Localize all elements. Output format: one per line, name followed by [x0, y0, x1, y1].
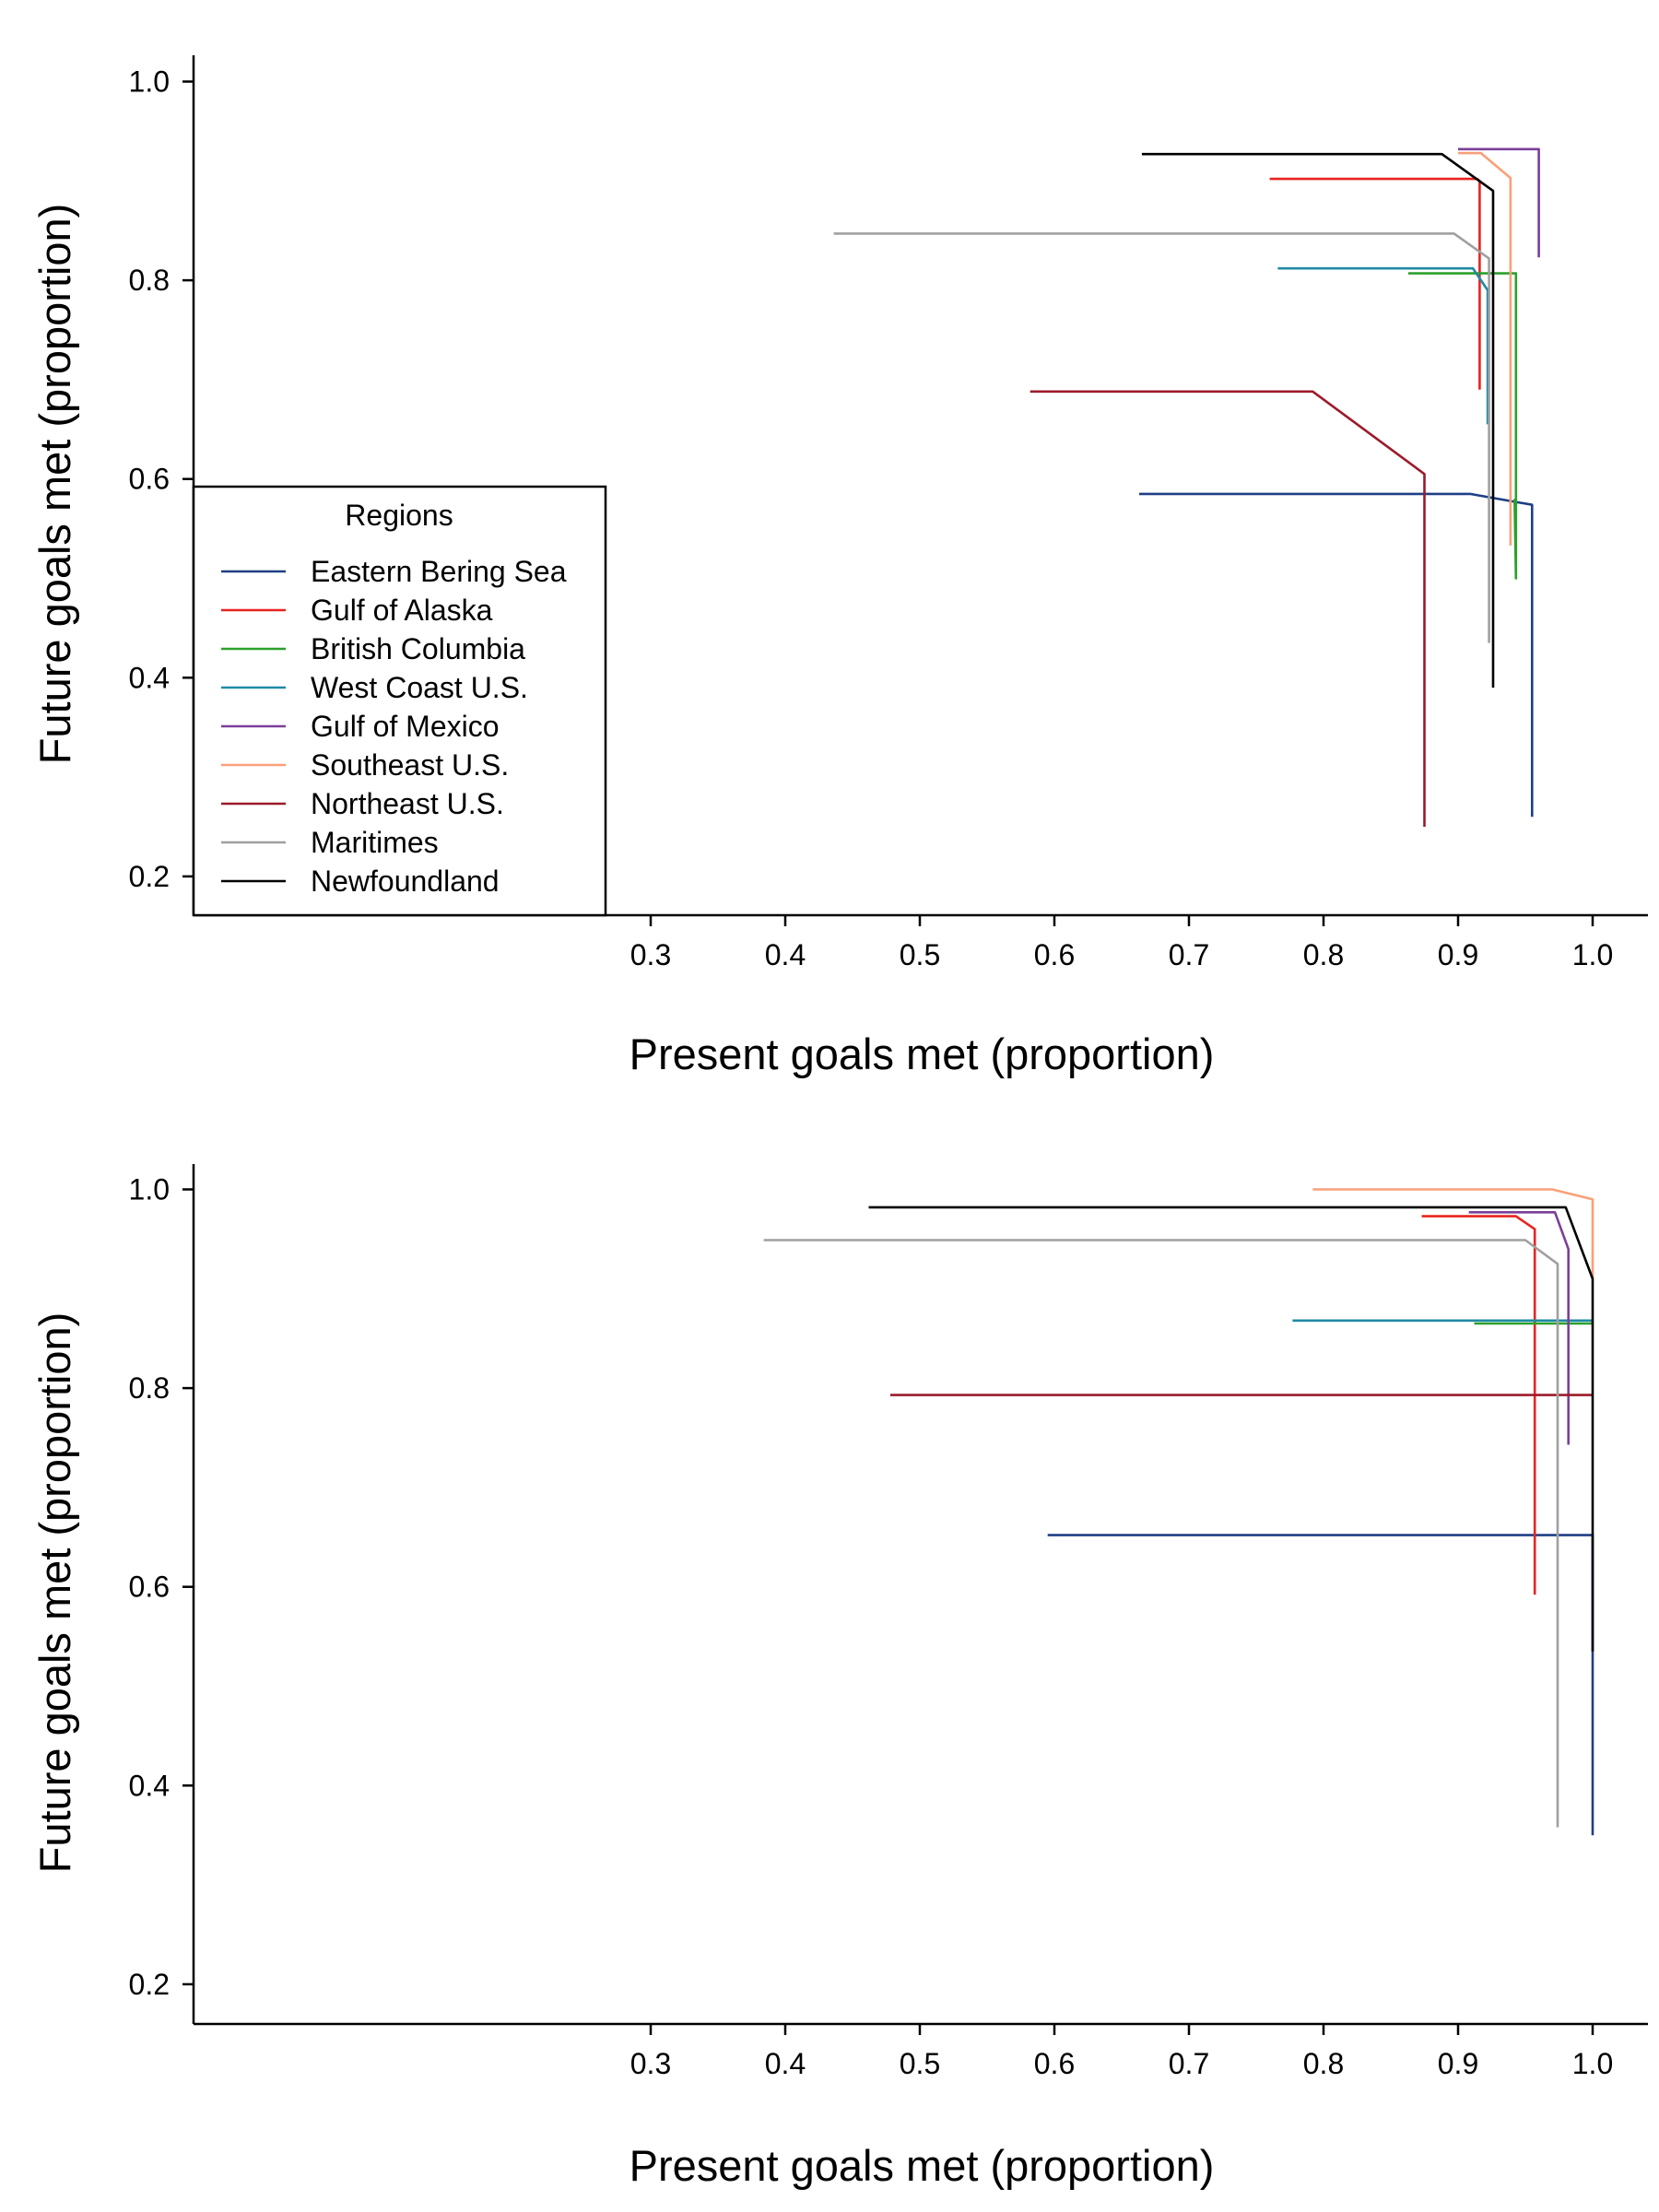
- top-chart-y-axis-title: Future goals met (proportion): [30, 204, 79, 765]
- legend-label-newfoundland: Newfoundland: [311, 865, 500, 898]
- top-chart-y-tick-label: 0.2: [129, 860, 170, 893]
- bottom-chart-series-gulf-of-mexico: [1468, 1211, 1570, 1445]
- legend: Regions Eastern Bering Sea Gulf of Alaska…: [192, 485, 607, 917]
- bottom-chart-series-layer: [763, 1188, 1594, 1836]
- legend-label-gulf-of-mexico: Gulf of Mexico: [311, 710, 500, 743]
- bottom-chart-series-eastern-bering-sea: [1047, 1534, 1594, 1836]
- bottom-chart-x-tick-label: 1.0: [1572, 2047, 1613, 2080]
- top-chart-series-northeast-u-s: [1030, 390, 1426, 827]
- bottom-chart-x-tick-label: 0.9: [1438, 2047, 1478, 2080]
- top-chart-series-west-coast-u-s: [1277, 266, 1489, 425]
- top-chart-x-tick-label: 0.5: [900, 938, 940, 971]
- bottom-chart-series-newfoundland: [868, 1206, 1594, 1652]
- bottom-chart-x-tick-label: 0.6: [1034, 2047, 1075, 2080]
- bottom-chart-y-axis-title: Future goals met (proportion): [30, 1312, 79, 1874]
- legend-label-southeast-u-s: Southeast U.S.: [311, 748, 509, 782]
- legend-label-northeast-u-s: Northeast U.S.: [311, 787, 504, 820]
- top-chart-series-layer: [833, 147, 1540, 827]
- top-chart-series-eastern-bering-sea: [1139, 492, 1534, 818]
- bottom-chart-y-tick-label: 0.8: [129, 1371, 170, 1405]
- top-chart-series-maritimes: [833, 232, 1490, 643]
- top-chart-series-southeast-u-s: [1458, 151, 1512, 546]
- top-chart-y-tick-label: 0.8: [129, 264, 170, 297]
- bottom-chart-y-tick-label: 0.6: [129, 1571, 170, 1604]
- legend-entries: Eastern Bering Sea Gulf of Alaska British …: [221, 555, 567, 898]
- top-chart-x-tick-label: 0.7: [1169, 938, 1209, 971]
- bottom-chart-series-maritimes: [763, 1239, 1559, 1828]
- bottom-chart-x-axis-title: Present goals met (proportion): [629, 2141, 1215, 2190]
- bottom-chart-x-tick-label: 0.3: [630, 2047, 671, 2080]
- legend-label-gulf-of-alaska: Gulf of Alaska: [311, 594, 493, 627]
- top-chart-x-tick-label: 1.0: [1572, 938, 1613, 971]
- legend-label-british-columbia: British Columbia: [311, 632, 525, 665]
- bottom-chart-panel: 0.3 0.4 0.5 0.6 0.7 0.8 0.9 1.00.20.40.60.81.0 …: [30, 1164, 1648, 2190]
- bottom-chart-x-tick-label: 0.7: [1169, 2047, 1209, 2080]
- top-chart-x-axis-title: Present goals met (proportion): [629, 1030, 1215, 1078]
- bottom-chart-x-tick-label: 0.5: [900, 2047, 940, 2080]
- bottom-chart-y-tick-label: 1.0: [129, 1173, 170, 1206]
- top-chart-x-tick-label: 0.8: [1303, 938, 1344, 971]
- bottom-chart-x-tick-label: 0.8: [1303, 2047, 1344, 2080]
- top-chart-series-gulf-of-alaska: [1269, 177, 1481, 390]
- top-chart-y-tick-label: 0.4: [129, 661, 170, 694]
- bottom-chart-axes: 0.3 0.4 0.5 0.6 0.7 0.8 0.9 1.0 0.2 0.4 0.6 0.8 1.0: [129, 1164, 1648, 2080]
- top-chart-series-british-columbia: [1408, 272, 1518, 580]
- top-chart-panel: 0.3 0.4 0.5 0.6 0.7 0.8 0.9 1.00.20.40.60.81.0 …: [30, 55, 1648, 1078]
- legend-label-maritimes: Maritimes: [311, 826, 439, 859]
- top-chart-x-tick-label: 0.9: [1438, 938, 1478, 971]
- top-chart-series-newfoundland: [1141, 152, 1495, 688]
- top-chart-series-gulf-of-mexico: [1458, 147, 1540, 258]
- bottom-chart-series-gulf-of-alaska: [1421, 1215, 1536, 1595]
- top-chart-x-tick-label: 0.6: [1034, 938, 1075, 971]
- legend-label-west-coast-u-s: West Coast U.S.: [311, 671, 528, 704]
- top-chart-x-tick-label: 0.4: [765, 938, 806, 971]
- bottom-chart-y-tick-label: 0.2: [129, 1968, 170, 2001]
- bottom-chart-y-tick-label: 0.4: [129, 1769, 170, 1802]
- legend-label-eastern-bering-sea: Eastern Bering Sea: [311, 555, 567, 588]
- legend-title: Regions: [345, 499, 453, 532]
- bottom-chart-series-southeast-u-s: [1312, 1188, 1594, 1279]
- bottom-chart-x-tick-label: 0.4: [765, 2047, 806, 2080]
- top-chart-y-tick-label: 0.6: [129, 463, 170, 496]
- legend-box: [192, 485, 607, 917]
- top-chart-y-tick-label: 1.0: [129, 65, 170, 99]
- top-chart-x-tick-label: 0.3: [630, 938, 671, 971]
